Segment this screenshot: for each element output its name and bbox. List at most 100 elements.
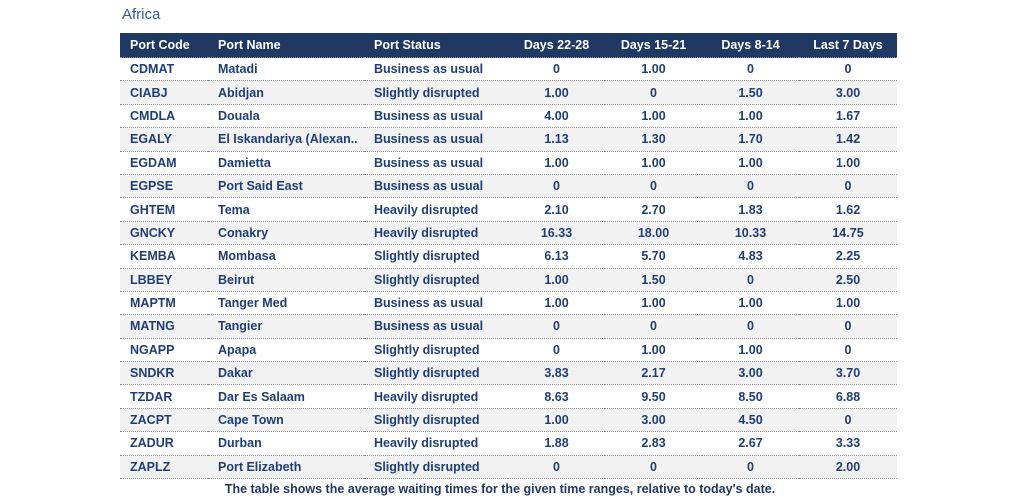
header-row: Port Code Port Name Port Status Days 22-… [120,33,897,58]
ports-waiting-times-table: Port Code Port Name Port Status Days 22-… [120,33,897,480]
cell-days-8-14: 4.83 [702,244,799,269]
header-port-name: Port Name [208,33,364,58]
cell-port-code: ZACPT [120,408,208,433]
cell-days-8-14: 3.00 [702,361,799,386]
cell-port-name: Durban [208,431,364,456]
cell-days-8-14: 1.00 [702,338,799,363]
cell-last-7-days: 14.75 [799,221,897,246]
cell-port-status: Slightly disrupted [364,455,508,480]
cell-port-name: Matadi [208,57,364,82]
cell-port-code: CIABJ [120,80,208,105]
cell-days-15-21: 0 [605,314,702,339]
table-header: Port Code Port Name Port Status Days 22-… [120,33,897,58]
cell-port-code: CMDLA [120,104,208,129]
cell-port-name: Dakar [208,361,364,386]
table-row: ZACPT Cape Town Slightly disrupted 1.00 3.00… [120,408,897,433]
table-row: GNCKY Conakry Heavily disrupted 16.33 18.00 1… [120,221,897,246]
cell-days-8-14: 1.83 [702,197,799,222]
cell-port-code: EGALY [120,127,208,152]
cell-port-name: Port Said East [208,174,364,199]
cell-days-22-28: 0 [508,57,605,82]
table-row: MATNG Tangier Business as usual 0 0 0 0 [120,314,897,339]
cell-port-name: Tangier [208,314,364,339]
cell-days-8-14: 8.50 [702,384,799,409]
cell-days-22-28: 0 [508,174,605,199]
cell-port-status: Slightly disrupted [364,408,508,433]
table-row: CMDLA Douala Business as usual 4.00 1.00 1.00… [120,104,897,129]
cell-days-15-21: 18.00 [605,221,702,246]
cell-port-name: Abidjan [208,80,364,105]
cell-days-15-21: 0 [605,455,702,480]
cell-days-8-14: 1.00 [702,104,799,129]
cell-port-name: Tema [208,197,364,222]
table-row: MAPTM Tanger Med Business as usual 1.00 1.00… [120,291,897,316]
cell-port-name: Dar Es Salaam [208,384,364,409]
cell-port-code: TZDAR [120,384,208,409]
table-row: ZAPLZ Port Elizabeth Slightly disrupted 0 0 0… [120,455,897,480]
cell-days-8-14: 0 [702,455,799,480]
cell-port-status: Heavily disrupted [364,221,508,246]
cell-port-name: Cape Town [208,408,364,433]
cell-last-7-days: 0 [799,174,897,199]
cell-days-22-28: 1.00 [508,408,605,433]
cell-port-status: Business as usual [364,174,508,199]
cell-days-15-21: 1.50 [605,268,702,292]
cell-days-15-21: 0 [605,174,702,199]
cell-days-8-14: 1.70 [702,127,799,152]
cell-port-code: EGDAM [120,151,208,175]
cell-port-name: Douala [208,104,364,129]
cell-port-code: MAPTM [120,291,208,316]
table-row: SNDKR Dakar Slightly disrupted 3.83 2.17 3.00… [120,361,897,386]
cell-days-15-21: 2.70 [605,197,702,222]
table-row: LBBEY Beirut Slightly disrupted 1.00 1.50 0 2.… [120,268,897,292]
cell-days-22-28: 0 [508,338,605,363]
cell-last-7-days: 1.62 [799,197,897,222]
cell-days-15-21: 1.00 [605,151,702,175]
cell-port-status: Business as usual [364,127,508,152]
cell-days-8-14: 1.00 [702,151,799,175]
cell-port-name: Mombasa [208,244,364,269]
cell-last-7-days: 0 [799,338,897,363]
cell-port-name: Conakry [208,221,364,246]
cell-port-code: GNCKY [120,221,208,246]
table-row: CIABJ Abidjan Slightly disrupted 1.00 0 1.50 3… [120,80,897,105]
cell-port-status: Heavily disrupted [364,384,508,409]
cell-port-status: Business as usual [364,57,508,82]
cell-days-8-14: 1.00 [702,291,799,316]
cell-port-code: MATNG [120,314,208,339]
cell-days-15-21: 1.00 [605,57,702,82]
cell-port-name: Port Elizabeth [208,455,364,480]
cell-port-status: Heavily disrupted [364,431,508,456]
cell-days-15-21: 2.17 [605,361,702,386]
header-port-status: Port Status [364,33,508,58]
cell-days-22-28: 2.10 [508,197,605,222]
cell-last-7-days: 0 [799,408,897,433]
header-last-7-days: Last 7 Days [799,33,897,58]
header-days-15-21: Days 15-21 [605,33,702,58]
cell-days-15-21: 1.00 [605,291,702,316]
cell-last-7-days: 3.70 [799,361,897,386]
cell-days-8-14: 4.50 [702,408,799,433]
cell-days-8-14: 0 [702,174,799,199]
cell-days-22-28: 1.00 [508,151,605,175]
cell-port-status: Business as usual [364,314,508,339]
cell-last-7-days: 0 [799,314,897,339]
cell-port-code: GHTEM [120,197,208,222]
cell-port-code: ZAPLZ [120,455,208,480]
cell-days-22-28: 16.33 [508,221,605,246]
cell-days-8-14: 1.50 [702,80,799,105]
cell-days-15-21: 3.00 [605,408,702,433]
page-title: Africa [122,6,161,23]
cell-last-7-days: 2.50 [799,268,897,292]
header-port-code: Port Code [120,33,208,58]
cell-port-status: Slightly disrupted [364,80,508,105]
cell-days-15-21: 1.00 [605,104,702,129]
table-row: EGPSE Port Said East Business as usual 0 0 0 0 [120,174,897,199]
table-row: NGAPP Apapa Slightly disrupted 0 1.00 1.00 0 [120,338,897,363]
cell-last-7-days: 1.00 [799,291,897,316]
cell-days-22-28: 1.88 [508,431,605,456]
cell-days-15-21: 5.70 [605,244,702,269]
cell-port-status: Slightly disrupted [364,361,508,386]
cell-port-name: Tanger Med [208,291,364,316]
